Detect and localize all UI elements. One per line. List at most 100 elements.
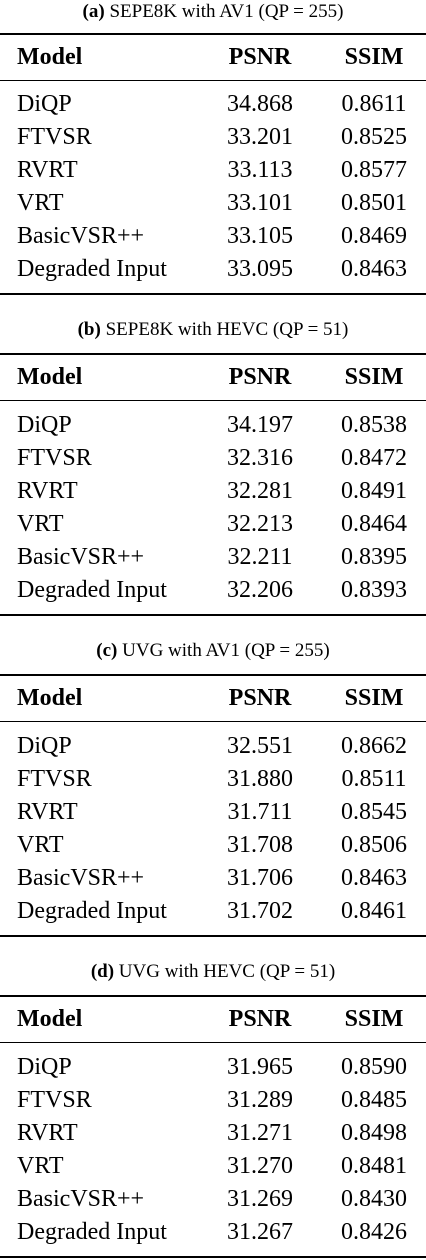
table-caption: (d) UVG with HEVC (QP = 51) — [0, 960, 426, 984]
psnr-value: 33.113 — [227, 157, 293, 183]
table-row: DiQP 34.868 0.8611 — [0, 88, 426, 121]
psnr-value: 32.281 — [227, 478, 293, 504]
table-row: Degraded Input 31.267 0.8426 — [0, 1216, 426, 1249]
model-name: Degraded Input — [17, 577, 167, 603]
model-name: FTVSR — [17, 124, 92, 150]
header-row: Model PSNR SSIM — [0, 682, 426, 715]
caption-text: UVG with AV1 (QP = 255) — [117, 640, 330, 661]
model-name: DiQP — [17, 412, 72, 438]
psnr-value: 33.095 — [227, 256, 293, 282]
ssim-value: 0.8469 — [341, 223, 407, 249]
model-name: BasicVSR++ — [17, 1186, 145, 1212]
top-rule — [0, 353, 426, 355]
table-caption: (b) SEPE8K with HEVC (QP = 51) — [0, 318, 426, 342]
model-name: BasicVSR++ — [17, 223, 145, 249]
ssim-value: 0.8481 — [341, 1153, 407, 1179]
table-row: FTVSR 32.316 0.8472 — [0, 442, 426, 475]
psnr-value: 33.101 — [227, 190, 293, 216]
bottom-rule — [0, 293, 426, 295]
model-name: FTVSR — [17, 766, 92, 792]
ssim-value: 0.8525 — [341, 124, 407, 150]
table-row: RVRT 31.711 0.8545 — [0, 796, 426, 829]
ssim-value: 0.8395 — [341, 544, 407, 570]
caption-text: SEPE8K with HEVC (QP = 51) — [100, 319, 349, 340]
table-row: VRT 31.708 0.8506 — [0, 829, 426, 862]
ssim-value: 0.8426 — [341, 1219, 407, 1245]
model-name: DiQP — [17, 91, 72, 117]
ssim-value: 0.8590 — [341, 1054, 407, 1080]
ssim-value: 0.8463 — [341, 256, 407, 282]
table-row: BasicVSR++ 31.269 0.8430 — [0, 1183, 426, 1216]
header-row: Model PSNR SSIM — [0, 1003, 426, 1036]
table-row: FTVSR 31.880 0.8511 — [0, 763, 426, 796]
ssim-value: 0.8545 — [341, 799, 407, 825]
psnr-value: 34.197 — [227, 412, 293, 438]
psnr-value: 31.711 — [227, 799, 293, 825]
header-row: Model PSNR SSIM — [0, 361, 426, 394]
header-psnr: PSNR — [228, 1006, 292, 1032]
ssim-value: 0.8662 — [341, 733, 407, 759]
table-row: BasicVSR++ 32.211 0.8395 — [0, 541, 426, 574]
model-name: FTVSR — [17, 445, 92, 471]
header-model: Model — [17, 1006, 83, 1032]
table-row: FTVSR 33.201 0.8525 — [0, 121, 426, 154]
model-name: DiQP — [17, 733, 72, 759]
psnr-value: 31.267 — [227, 1219, 293, 1245]
ssim-value: 0.8538 — [341, 412, 407, 438]
table-row: VRT 33.101 0.8501 — [0, 187, 426, 220]
psnr-value: 31.702 — [227, 898, 293, 924]
psnr-value: 32.206 — [227, 577, 293, 603]
table-row: RVRT 31.271 0.8498 — [0, 1117, 426, 1150]
psnr-value: 34.868 — [227, 91, 293, 117]
psnr-value: 31.880 — [227, 766, 293, 792]
ssim-value: 0.8393 — [341, 577, 407, 603]
model-name: VRT — [17, 511, 64, 537]
model-name: BasicVSR++ — [17, 865, 145, 891]
ssim-value: 0.8506 — [341, 832, 407, 858]
top-rule — [0, 995, 426, 997]
table-row: RVRT 32.281 0.8491 — [0, 475, 426, 508]
psnr-value: 31.706 — [227, 865, 293, 891]
ssim-value: 0.8498 — [341, 1120, 407, 1146]
ssim-value: 0.8461 — [341, 898, 407, 924]
model-name: RVRT — [17, 1120, 78, 1146]
table-row: Degraded Input 31.702 0.8461 — [0, 895, 426, 928]
ssim-value: 0.8491 — [341, 478, 407, 504]
header-model: Model — [17, 44, 83, 70]
table-row: DiQP 31.965 0.8590 — [0, 1051, 426, 1084]
psnr-value: 33.105 — [227, 223, 293, 249]
model-name: VRT — [17, 1153, 64, 1179]
psnr-value: 31.289 — [227, 1087, 293, 1113]
ssim-value: 0.8430 — [341, 1186, 407, 1212]
model-name: VRT — [17, 190, 64, 216]
ssim-value: 0.8577 — [341, 157, 407, 183]
psnr-value: 31.269 — [227, 1186, 293, 1212]
model-name: BasicVSR++ — [17, 544, 145, 570]
psnr-value: 31.965 — [227, 1054, 293, 1080]
psnr-value: 32.316 — [227, 445, 293, 471]
top-rule — [0, 33, 426, 35]
table-caption: (a) SEPE8K with AV1 (QP = 255) — [0, 0, 426, 24]
mid-rule — [0, 1042, 426, 1043]
caption-letter: (a) — [82, 1, 105, 22]
model-name: DiQP — [17, 1054, 72, 1080]
table-row: DiQP 34.197 0.8538 — [0, 409, 426, 442]
model-name: Degraded Input — [17, 898, 167, 924]
caption-letter: (d) — [90, 961, 115, 982]
ssim-value: 0.8464 — [341, 511, 407, 537]
header-psnr: PSNR — [228, 685, 292, 711]
bottom-rule — [0, 614, 426, 616]
table-caption: (c) UVG with AV1 (QP = 255) — [0, 639, 426, 663]
psnr-value: 31.271 — [227, 1120, 293, 1146]
header-ssim: SSIM — [344, 44, 404, 70]
caption-letter: (c) — [96, 640, 118, 661]
model-name: Degraded Input — [17, 256, 167, 282]
bottom-rule — [0, 1256, 426, 1258]
caption-text: UVG with HEVC (QP = 51) — [114, 961, 336, 982]
table-row: Degraded Input 32.206 0.8393 — [0, 574, 426, 607]
table-row: Degraded Input 33.095 0.8463 — [0, 253, 426, 286]
table-row: FTVSR 31.289 0.8485 — [0, 1084, 426, 1117]
header-model: Model — [17, 364, 83, 390]
psnr-value: 32.551 — [227, 733, 293, 759]
